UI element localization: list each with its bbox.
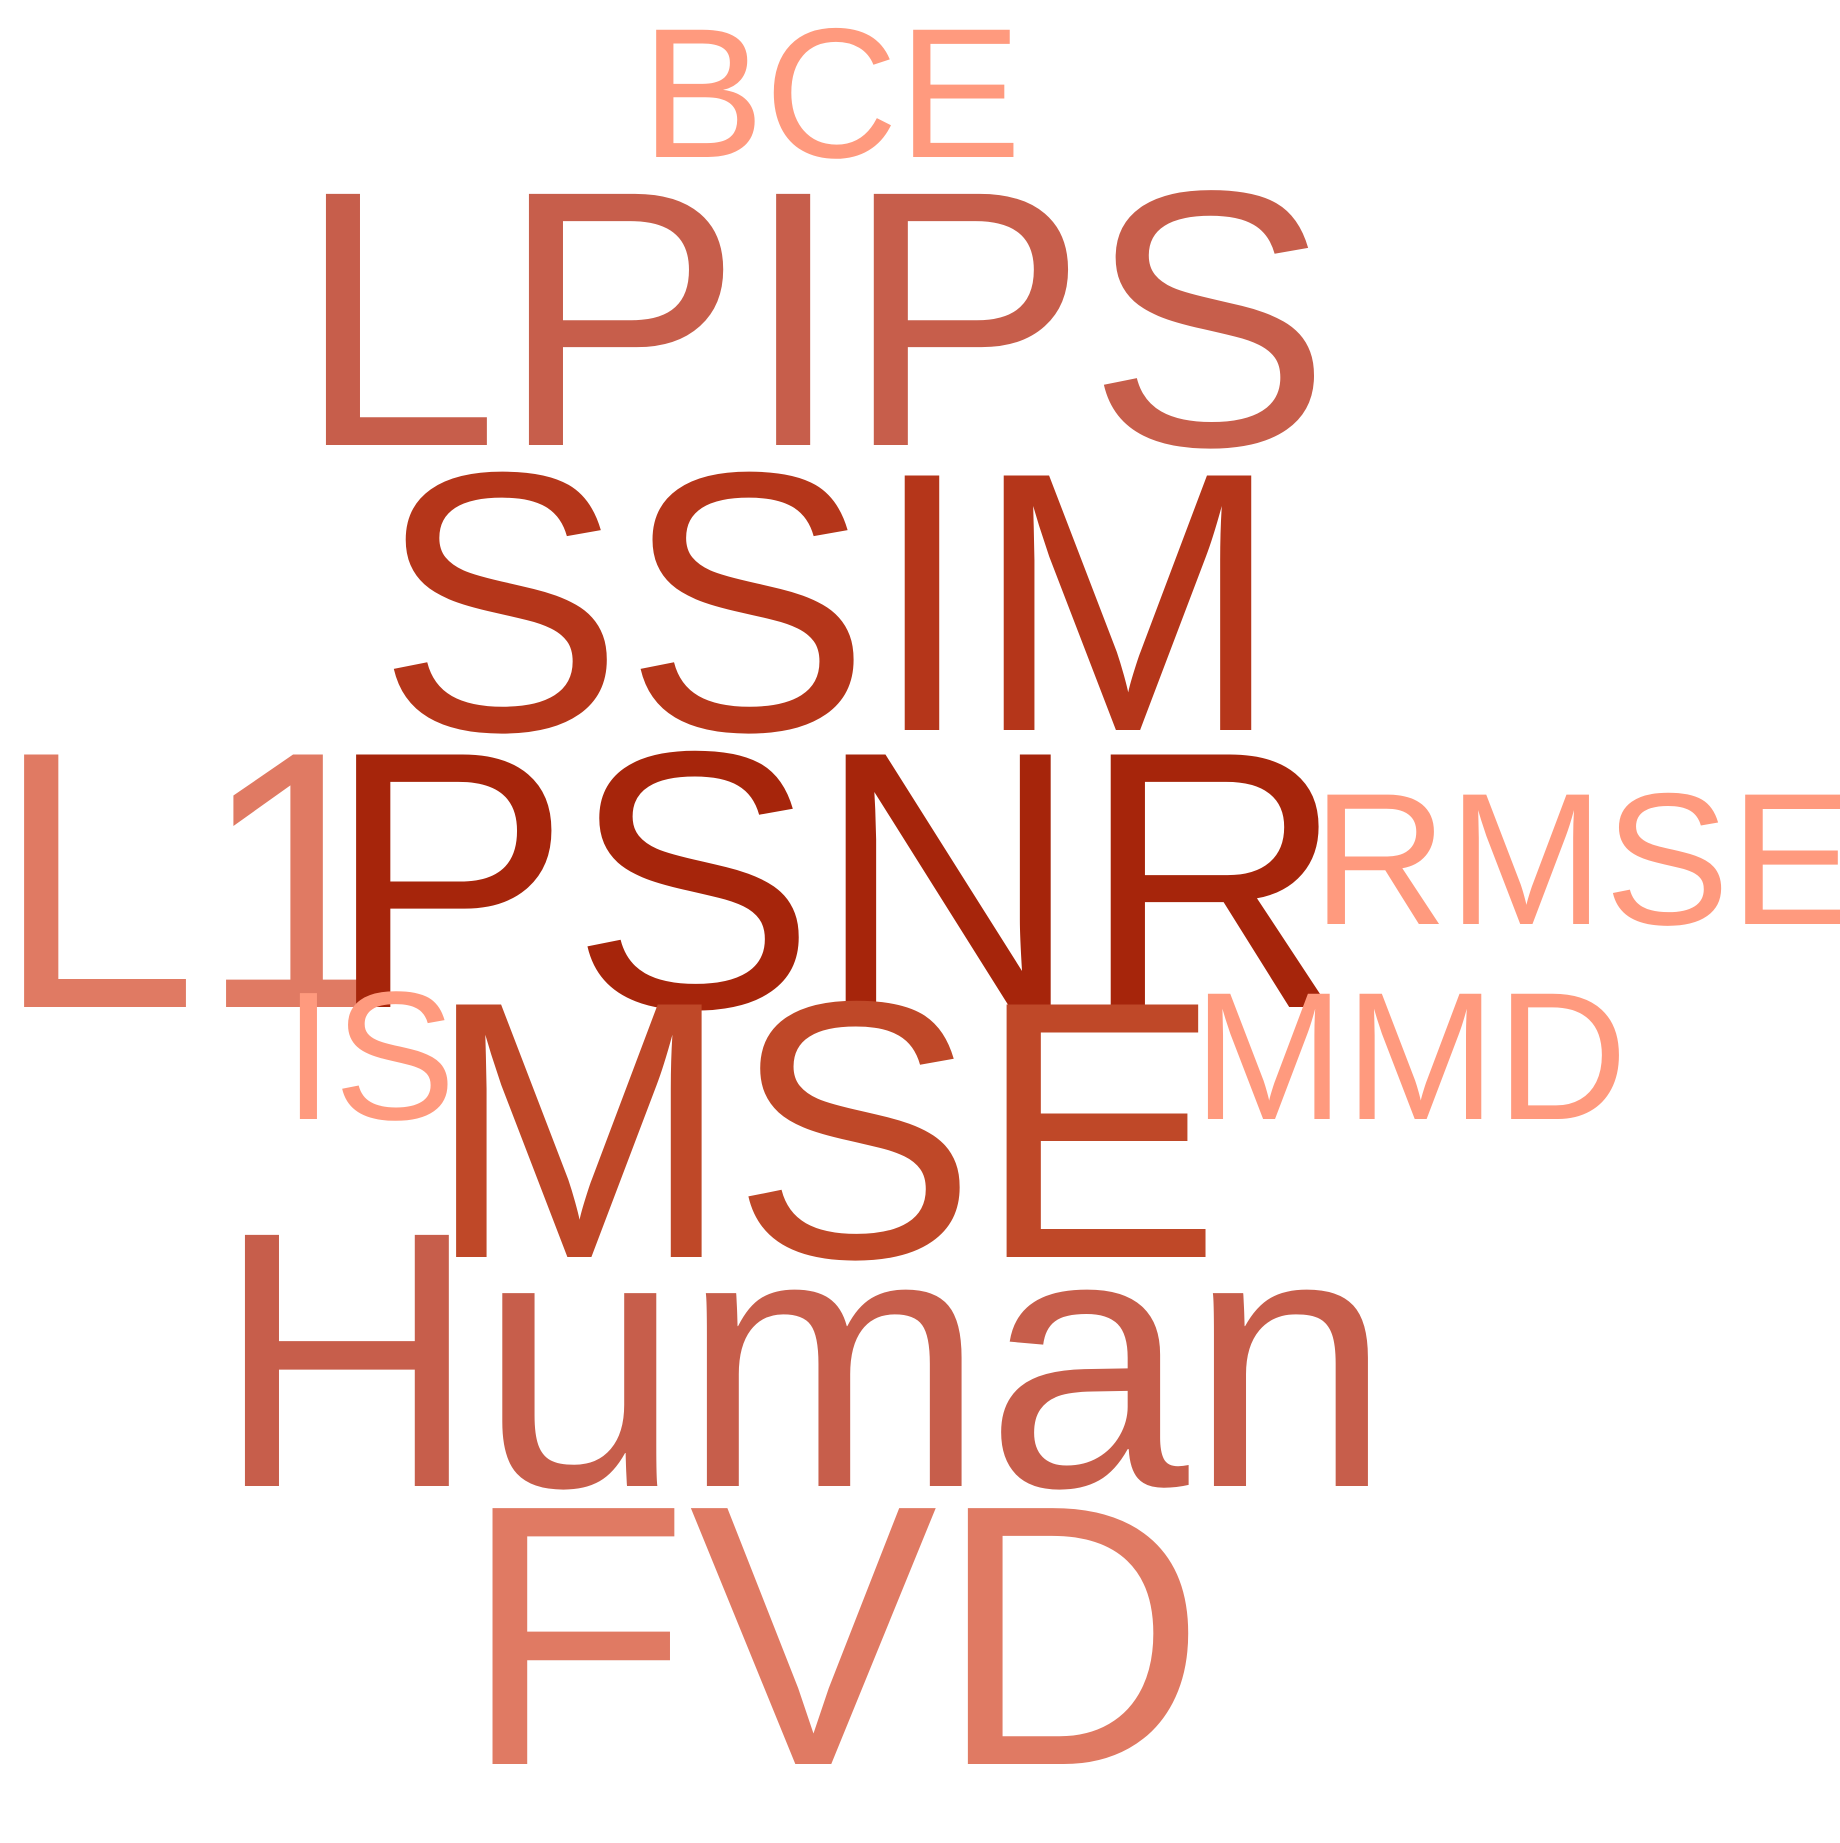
- word-l1: L1: [0, 675, 403, 1085]
- word-bce: BCE: [641, 0, 1022, 197]
- word-mmd: MMD: [1193, 954, 1628, 1158]
- word-fvd: FVD: [462, 1427, 1206, 1843]
- word-human: Human: [215, 1157, 1392, 1564]
- word-lpips: LPIPS: [296, 116, 1331, 523]
- word-rmse: RMSE: [1312, 754, 1840, 964]
- word-psnr: PSNR: [326, 675, 1346, 1085]
- word-mse: MSE: [426, 925, 1222, 1335]
- word-is: IS: [283, 953, 456, 1158]
- word-ssim: SSIM: [377, 396, 1282, 809]
